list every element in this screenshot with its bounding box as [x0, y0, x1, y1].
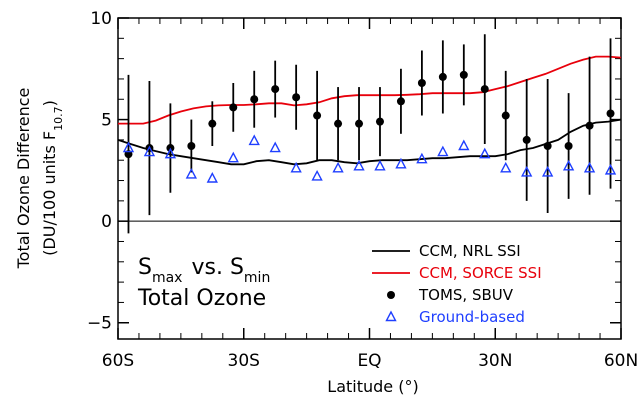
series-line — [118, 55, 622, 125]
data-point-triangle — [122, 141, 135, 153]
data-point-dot — [396, 97, 405, 106]
y-tick-label: 5 — [101, 111, 112, 131]
legend-label: TOMS, SBUV — [418, 286, 514, 304]
legend-label: CCM, SORCE SSI — [419, 264, 542, 282]
data-point-triangle — [562, 159, 575, 171]
x-tick-label: EQ — [357, 351, 381, 371]
data-point-triangle — [437, 145, 449, 157]
data-point-triangle — [458, 139, 470, 151]
legend-swatch-dot — [387, 291, 395, 299]
data-point-triangle — [290, 161, 302, 173]
data-point-dot — [585, 121, 594, 130]
data-point-dot — [208, 119, 217, 128]
data-point-triangle — [583, 161, 596, 173]
data-point-dot — [187, 141, 196, 150]
data-point-dot — [438, 72, 447, 81]
data-point-triangle — [479, 147, 491, 159]
legend-swatch-triangle — [385, 310, 397, 322]
data-point-triangle — [332, 161, 344, 173]
data-point-triangle — [143, 145, 156, 157]
y-axis-label-line1: Total Ozone Difference — [14, 88, 33, 270]
data-point-dot — [375, 117, 384, 126]
x-tick-label: 30N — [478, 351, 512, 371]
data-point-triangle — [541, 165, 554, 177]
data-point-triangle — [227, 151, 239, 163]
data-point-dot — [459, 70, 468, 79]
data-point-triangle — [604, 163, 617, 175]
legend: CCM, NRL SSI CCM, SORCE SSI TOMS, SBUV Grou… — [372, 242, 542, 326]
legend-label: CCM, NRL SSI — [419, 242, 521, 260]
data-point-dot — [522, 135, 531, 144]
data-point-dot — [501, 111, 510, 120]
annotation-line2: Total Ozone — [137, 286, 266, 311]
y-tick-label: 0 — [101, 212, 112, 232]
data-point-triangle — [395, 157, 407, 169]
data-point-dot — [334, 119, 343, 128]
data-point-triangle — [206, 172, 218, 183]
data-point-dot — [271, 85, 280, 94]
x-tick-label: 60N — [604, 351, 638, 371]
data-point-dot — [543, 141, 552, 150]
data-point-triangle — [521, 165, 533, 177]
y-tick-label: −5 — [87, 314, 112, 334]
data-point-triangle — [353, 159, 365, 171]
data-point-triangle — [164, 147, 177, 159]
y-tick-label: 10 — [90, 9, 112, 29]
data-point-triangle — [311, 169, 323, 181]
data-point-triangle — [416, 152, 428, 164]
data-point-triangle — [374, 159, 386, 171]
data-point-dot — [355, 119, 364, 128]
data-point-dot — [313, 111, 322, 120]
data-point-dot — [606, 109, 615, 118]
data-point-dot — [229, 103, 238, 112]
data-point-triangle — [500, 161, 512, 173]
x-tick-label: 60S — [102, 351, 134, 371]
data-point-dot — [292, 93, 301, 102]
data-point-dot — [250, 95, 259, 104]
data-point-triangle — [185, 167, 198, 179]
data-point-dot — [480, 85, 489, 94]
data-point-dot — [417, 79, 426, 88]
data-point-triangle — [269, 141, 281, 153]
y-axis-label-line2: (DU/100 units F10.7) — [40, 100, 65, 256]
x-axis-label: Latitude (°) — [327, 377, 418, 396]
x-tick-label: 30S — [228, 351, 260, 371]
annotation-line1: Smax vs. Smin — [138, 255, 270, 286]
series-line — [117, 118, 622, 166]
legend-label: Ground-based — [419, 308, 525, 326]
data-point-dot — [564, 141, 573, 150]
data-point-triangle — [248, 134, 260, 146]
